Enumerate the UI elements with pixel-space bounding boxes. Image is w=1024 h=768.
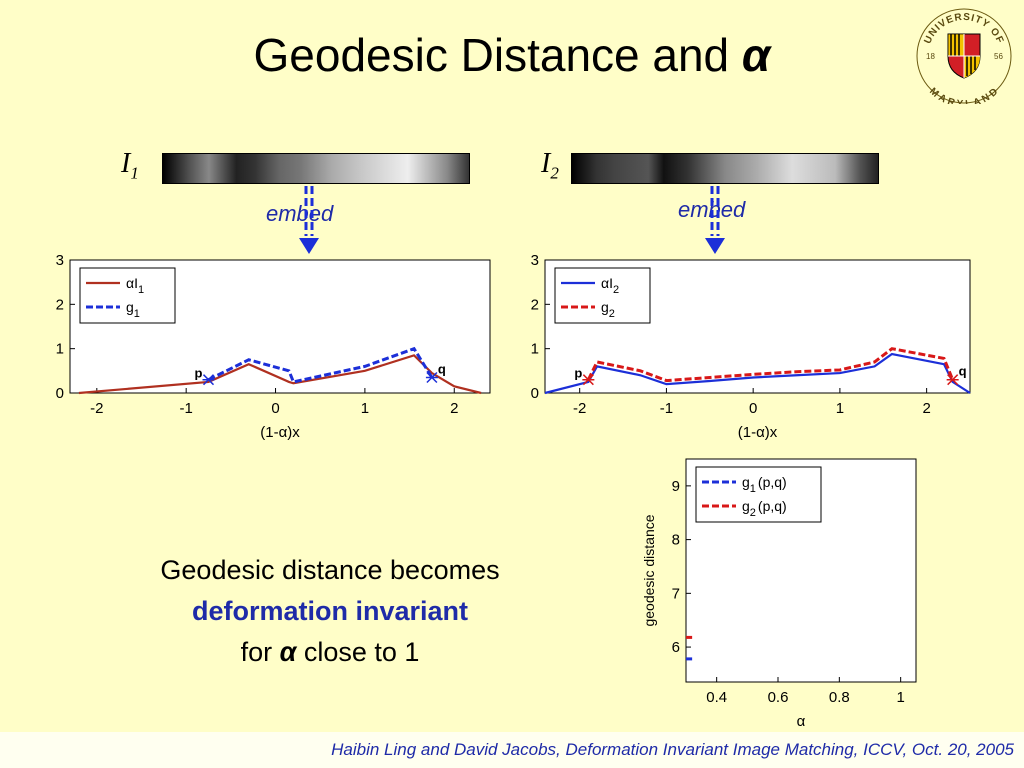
point-label-q: q	[959, 364, 967, 379]
legend-entry: g1	[126, 299, 140, 320]
title-text: Geodesic Distance and	[253, 29, 742, 81]
x-tick-label: 0.6	[768, 689, 789, 706]
x-tick-label: 0.8	[829, 689, 850, 706]
body-alpha-symbol: α	[279, 637, 297, 667]
y-tick-label: 2	[56, 296, 64, 313]
x-axis-label: (1-α)x	[738, 424, 778, 441]
embed-arrow-1	[299, 186, 319, 254]
x-tick-label: 1	[836, 400, 844, 417]
series-line-1	[78, 354, 482, 395]
geodesic-distance-chart: 6 7 8 9 0.4 0.6 0.8 1 α geodesic distance g1 (p,q) g…	[641, 458, 917, 730]
legend-entry: αI2	[601, 275, 619, 296]
university-seal-logo: UNIVERSITY OF MARYLAND 18 56	[916, 8, 1012, 104]
y-tick-label: 1	[531, 341, 539, 358]
x-tick-label: 1	[361, 400, 369, 417]
y-tick-label: 1	[56, 341, 64, 358]
y-tick-label: 2	[531, 296, 539, 313]
legend-box	[79, 267, 176, 324]
y-axis-label: geodesic distance	[641, 514, 657, 626]
legend-box	[554, 267, 651, 324]
point-marker	[425, 371, 438, 384]
y-tick-label: 7	[672, 585, 680, 602]
alpha-i2-chart: 0 1 2 3 -2 -1 0 1 2 (1-α)x p q αI2 g2	[531, 252, 971, 441]
logo-year-right: 56	[994, 52, 1003, 61]
logo-year-left: 18	[926, 52, 935, 61]
embed-arrow-2	[705, 186, 725, 254]
legend-entry: g2 (p,q)	[742, 498, 787, 519]
point-marker	[946, 374, 959, 386]
x-tick-label: 0	[749, 400, 757, 417]
point-label-q: q	[438, 361, 446, 376]
point-label-p: p	[195, 366, 203, 381]
y-tick-label: 0	[56, 385, 64, 402]
x-tick-label: -1	[660, 400, 673, 417]
y-tick-label: 0	[531, 385, 539, 402]
x-tick-label: -2	[90, 400, 103, 417]
y-tick-label: 3	[531, 252, 539, 269]
series-line-1	[544, 352, 971, 395]
image-2-label: I2	[541, 148, 559, 183]
body-line-1: Geodesic distance becomes	[160, 555, 500, 585]
x-tick-label: 1	[896, 689, 904, 706]
embed-label-1: embed	[266, 201, 334, 226]
legend-entry: αI1	[126, 275, 144, 296]
alpha-i1-chart: 0 1 2 3 -2 -1 0 1 2 (1-α)x p q αI1 g1	[56, 252, 491, 441]
y-tick-label: 6	[672, 639, 680, 656]
body-line-3: for α close to 1	[240, 637, 420, 667]
slide-title: Geodesic Distance and α	[0, 28, 1024, 82]
y-tick-label: 3	[56, 252, 64, 269]
series-line-2	[587, 347, 955, 383]
y-tick-label: 9	[672, 478, 680, 495]
image-2-strip	[571, 153, 879, 184]
footer-bar	[0, 732, 1024, 768]
x-axis-label: (1-α)x	[260, 424, 300, 441]
x-tick-label: 2	[922, 400, 930, 417]
body-text: Geodesic distance becomes deformation in…	[90, 550, 570, 673]
footer-citation: Haibin Ling and David Jacobs, Deformatio…	[331, 740, 1014, 759]
series-line-2	[207, 346, 434, 384]
image-1-label: I1	[121, 148, 139, 183]
legend-box	[695, 466, 822, 523]
point-label-p: p	[574, 366, 582, 381]
x-tick-label: 0	[271, 400, 279, 417]
maryland-shield-icon	[947, 33, 981, 79]
title-alpha-symbol: α	[741, 29, 771, 81]
x-axis-label: α	[797, 713, 806, 730]
y-tick-label: 8	[672, 532, 680, 549]
x-tick-label: -2	[573, 400, 586, 417]
legend-entry: g2	[601, 299, 615, 320]
image-1-strip	[162, 153, 470, 184]
legend-entry: g1 (p,q)	[742, 474, 787, 495]
body-line-2-highlight: deformation invariant	[191, 596, 469, 626]
point-marker	[582, 374, 595, 386]
x-tick-label: 2	[450, 400, 458, 417]
x-tick-label: -1	[179, 400, 192, 417]
x-tick-label: 0.4	[706, 689, 727, 706]
point-marker	[202, 374, 215, 386]
